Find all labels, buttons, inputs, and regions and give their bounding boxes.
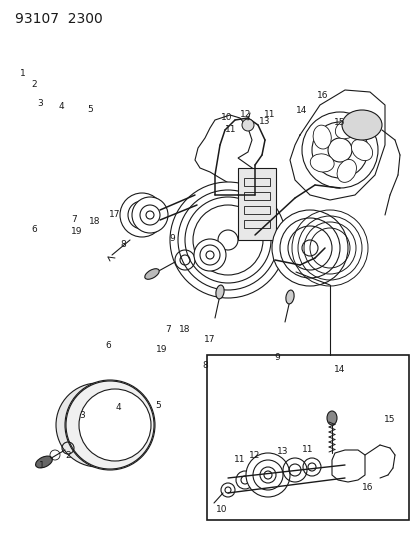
Text: 4: 4 <box>58 102 64 111</box>
Ellipse shape <box>145 269 159 279</box>
Text: 9: 9 <box>273 353 279 362</box>
Text: 6: 6 <box>31 225 37 233</box>
Ellipse shape <box>65 380 154 470</box>
Ellipse shape <box>170 182 285 298</box>
Text: 9: 9 <box>169 235 174 243</box>
Bar <box>206 355 408 520</box>
Ellipse shape <box>242 119 254 131</box>
Text: 16: 16 <box>361 483 373 492</box>
Ellipse shape <box>335 119 357 139</box>
Ellipse shape <box>326 411 336 425</box>
Text: 16: 16 <box>316 92 328 100</box>
Text: 1: 1 <box>39 461 45 470</box>
Text: 7: 7 <box>165 326 171 335</box>
Ellipse shape <box>301 112 377 188</box>
Ellipse shape <box>341 110 381 140</box>
Bar <box>243 206 269 214</box>
Text: 4: 4 <box>115 403 121 413</box>
Text: 14: 14 <box>295 107 306 115</box>
Bar <box>243 178 269 186</box>
Bar <box>237 168 275 240</box>
Text: 3: 3 <box>38 100 43 108</box>
Text: 15: 15 <box>383 416 395 424</box>
Text: 8: 8 <box>202 360 207 369</box>
Ellipse shape <box>120 193 164 237</box>
Text: 18: 18 <box>179 326 190 335</box>
Text: 17: 17 <box>109 210 121 219</box>
Ellipse shape <box>56 383 140 467</box>
Text: 6: 6 <box>105 341 111 350</box>
Ellipse shape <box>312 125 330 149</box>
Text: 10: 10 <box>221 113 232 122</box>
Text: 2: 2 <box>31 80 37 88</box>
Text: 12: 12 <box>240 110 251 119</box>
Text: 1: 1 <box>20 69 26 78</box>
Text: 5: 5 <box>87 105 93 114</box>
Text: 13: 13 <box>277 448 288 456</box>
Text: 15: 15 <box>333 118 344 127</box>
Text: 93107  2300: 93107 2300 <box>15 12 102 26</box>
Text: 7: 7 <box>71 215 76 224</box>
Text: 11: 11 <box>263 110 275 119</box>
Ellipse shape <box>215 285 223 299</box>
Ellipse shape <box>132 197 168 233</box>
Ellipse shape <box>309 154 333 172</box>
Text: 10: 10 <box>216 505 227 514</box>
Text: 19: 19 <box>156 345 167 354</box>
Text: 13: 13 <box>259 117 270 126</box>
Ellipse shape <box>194 239 225 271</box>
Text: 11: 11 <box>301 446 313 455</box>
Bar <box>243 192 269 200</box>
Text: 17: 17 <box>204 335 215 344</box>
Ellipse shape <box>110 420 120 430</box>
Ellipse shape <box>271 210 347 286</box>
Text: 11: 11 <box>234 456 245 464</box>
Ellipse shape <box>245 453 289 497</box>
Text: 2: 2 <box>65 450 71 459</box>
Ellipse shape <box>285 290 293 304</box>
Text: 19: 19 <box>71 228 82 236</box>
Text: 11: 11 <box>225 125 236 134</box>
Text: 18: 18 <box>88 217 100 225</box>
Text: 12: 12 <box>249 450 260 459</box>
Ellipse shape <box>36 456 52 468</box>
Text: 5: 5 <box>155 400 161 409</box>
Bar <box>243 220 269 228</box>
Ellipse shape <box>336 159 356 182</box>
Ellipse shape <box>79 389 151 461</box>
Text: 14: 14 <box>334 366 345 375</box>
Text: 3: 3 <box>79 410 85 419</box>
Ellipse shape <box>351 140 372 160</box>
Text: 8: 8 <box>120 240 126 248</box>
